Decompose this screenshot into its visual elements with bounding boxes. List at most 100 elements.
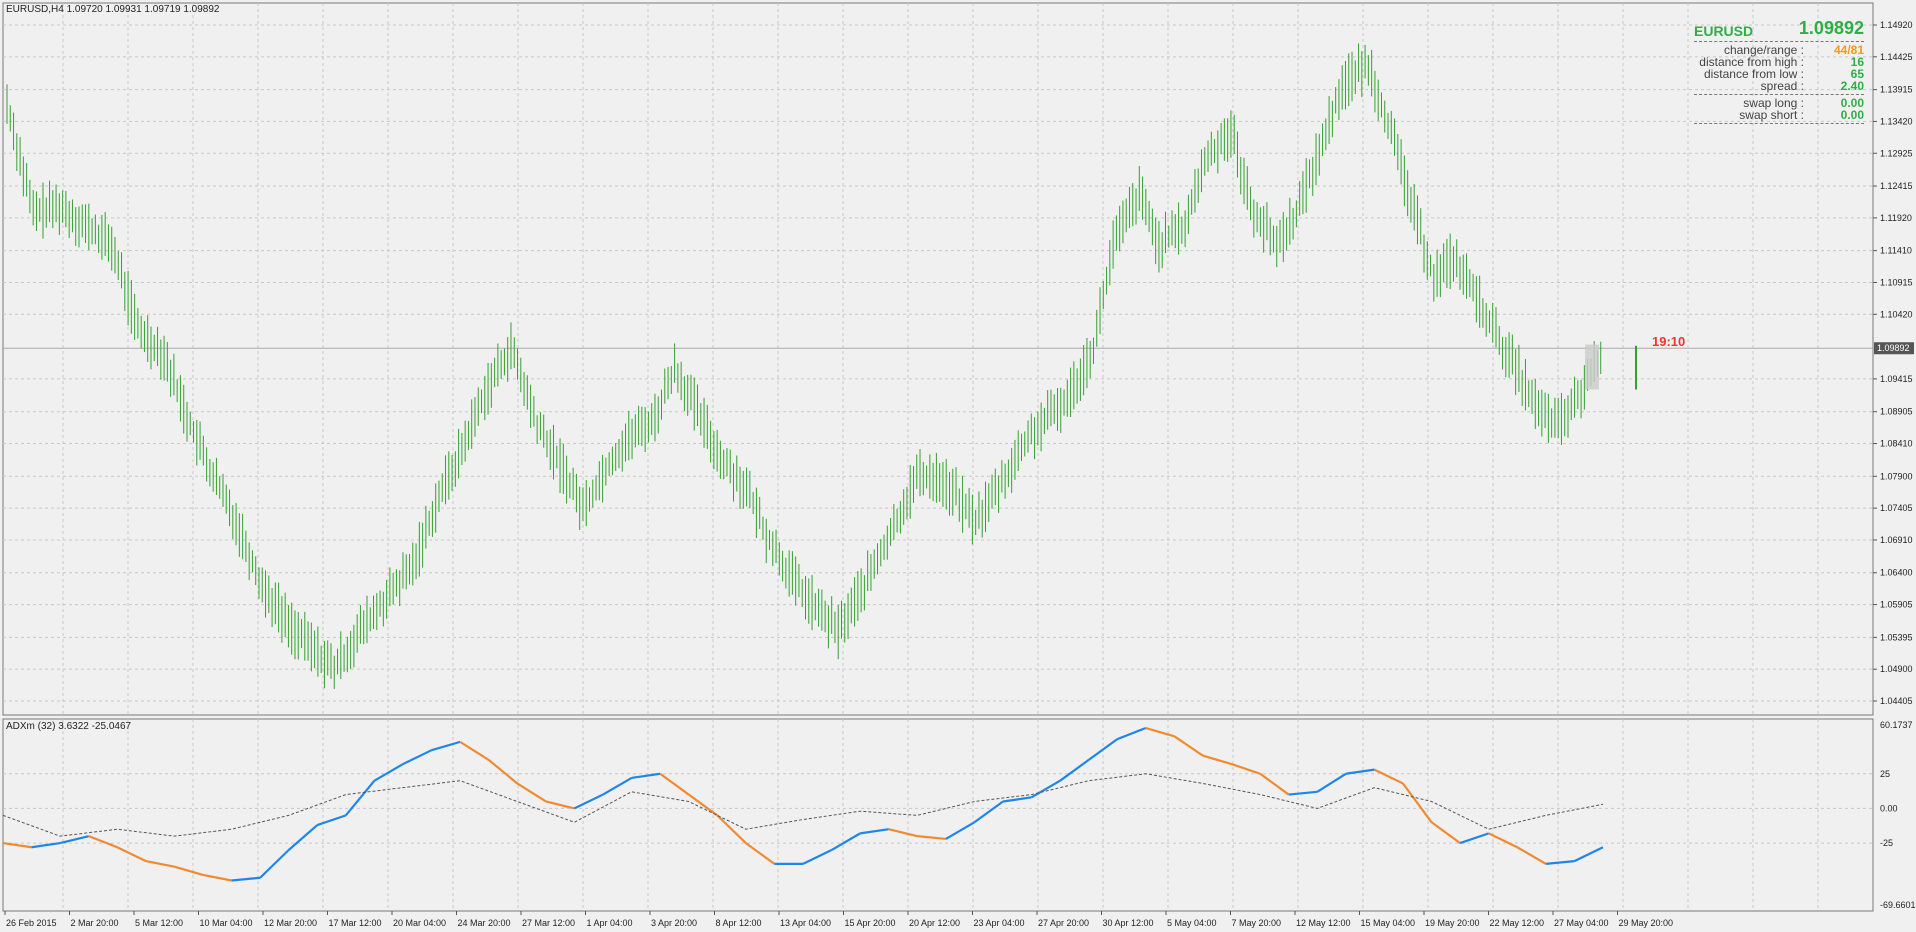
time-axis-label: 29 May 20:00: [1619, 918, 1674, 928]
adx-segment: [316, 814, 347, 827]
price-axis-label: 1.07405: [1880, 503, 1913, 513]
info-row-value: 2.40: [1840, 79, 1864, 93]
adx-segment: [202, 873, 232, 882]
info-row-value: 44/81: [1833, 43, 1864, 57]
adx-segment: [488, 759, 518, 785]
price-axis-label: 1.14425: [1880, 52, 1913, 62]
info-row-value: 16: [1850, 55, 1864, 69]
info-row-label: distance from high :: [1699, 55, 1804, 69]
adx-segment: [1059, 759, 1090, 782]
info-row: distance from high : 16: [1694, 56, 1864, 68]
adx-segment: [1345, 768, 1375, 775]
time-axis-label: 13 Apr 04:00: [780, 918, 831, 928]
info-panel: EURUSD 1.09892 change/range :44/81 distan…: [1694, 18, 1864, 126]
adx-segment: [345, 779, 376, 817]
info-rows: change/range : 44/81 distance from high : 1…: [1694, 44, 1864, 92]
time-axis-label: 15 May 04:00: [1361, 918, 1416, 928]
time-axis-label: 5 May 04:00: [1167, 918, 1217, 928]
adx-segment: [888, 828, 918, 838]
adx-segment: [1430, 821, 1461, 844]
info-row: distance from low : 65: [1694, 68, 1864, 80]
adx-segment: [1488, 832, 1518, 849]
adx-segment: [745, 842, 776, 865]
time-axis-label: 12 May 12:00: [1296, 918, 1351, 928]
adx-segment: [631, 772, 661, 780]
price-axis-label: 1.08905: [1880, 407, 1913, 417]
indicator-axis-label: -25: [1880, 838, 1893, 848]
current-price-label: 1.09892: [1877, 343, 1910, 353]
time-axis-label: 1 Apr 04:00: [587, 918, 633, 928]
time-axis-label: 23 Apr 04:00: [974, 918, 1025, 928]
info-row-label: spread :: [1760, 79, 1804, 93]
info-row-label: swap short :: [1739, 108, 1804, 122]
time-axis-label: 27 May 04:00: [1554, 918, 1609, 928]
adx-segment: [431, 740, 461, 752]
adx-segment: [174, 865, 204, 877]
adx-segment: [573, 793, 604, 810]
adx-dashed-line: [2, 773, 1604, 837]
info-row-label: distance from low :: [1703, 67, 1804, 81]
adx-segment: [1288, 790, 1318, 796]
adx-segment: [945, 821, 975, 840]
separator: [1694, 123, 1864, 124]
adx-segment: [1173, 735, 1204, 757]
separator: [1694, 94, 1864, 95]
time-axis-label: 12 Mar 20:00: [264, 918, 317, 928]
adx-segment: [1516, 846, 1547, 865]
adx-segment: [2, 841, 32, 849]
info-row: swap long : 0.00: [1694, 97, 1864, 109]
price-axis-label: 1.13915: [1880, 85, 1913, 95]
candle-timer: 19:10: [1652, 334, 1686, 349]
price-axis-label: 1.04900: [1880, 664, 1913, 674]
adx-segment: [373, 763, 404, 782]
price-axis-label: 1.04405: [1880, 696, 1913, 706]
adx-segment: [1259, 772, 1290, 796]
adx-segment: [1373, 768, 1404, 785]
info-row-label: change/range :: [1723, 43, 1804, 57]
adx-segment: [259, 849, 290, 879]
price-axis-label: 1.11920: [1880, 213, 1912, 223]
time-axis-label: 27 Mar 12:00: [522, 918, 575, 928]
adx-segment: [287, 824, 319, 851]
adx-segment: [545, 800, 575, 810]
adx-segment: [973, 800, 1004, 824]
adx-segment: [1116, 726, 1147, 741]
adx-segment: [1402, 782, 1433, 823]
price-axis-label: 1.05905: [1880, 600, 1913, 610]
adx-segment: [145, 860, 175, 868]
info-row-label: swap long :: [1743, 96, 1804, 110]
adx-segment: [716, 814, 747, 844]
adx-segment: [1088, 738, 1118, 761]
price-axis-label: 1.14920: [1880, 20, 1913, 30]
adx-segment: [1459, 832, 1490, 845]
info-price: 1.09892: [1798, 18, 1864, 38]
time-axis-label: 20 Mar 04:00: [393, 918, 446, 928]
current-price-box: [1874, 342, 1914, 355]
adx-segment: [31, 841, 61, 849]
adx-segment: [917, 835, 946, 841]
adx-segment: [1545, 860, 1575, 865]
price-axis-label: 1.08410: [1880, 439, 1913, 449]
adx-segment: [1002, 796, 1032, 803]
indicator-axis-label: -69.6601: [1880, 900, 1916, 910]
price-axis-label: 1.12415: [1880, 181, 1913, 191]
adx-segment: [459, 740, 490, 761]
time-axis-label: 17 Mar 12:00: [329, 918, 382, 928]
price-axis-label: 1.10915: [1880, 277, 1913, 287]
adx-segment: [1316, 772, 1347, 793]
indicator-axis-label: 60.1737: [1880, 720, 1913, 730]
adx-segment: [402, 749, 433, 766]
adx-segment: [659, 772, 690, 796]
time-axis-label: 22 May 12:00: [1490, 918, 1545, 928]
adx-segment: [116, 846, 147, 863]
price-axis-label: 1.11410: [1880, 246, 1912, 256]
adx-segment: [59, 835, 89, 845]
info-symbol: EURUSD: [1694, 23, 1754, 39]
adx-segment: [1202, 754, 1232, 766]
time-axis-label: 2 Mar 20:00: [71, 918, 119, 928]
adx-segment: [516, 782, 547, 803]
price-axis-label: 1.10420: [1880, 309, 1913, 319]
time-axis-label: 3 Apr 20:00: [651, 918, 697, 928]
indicator-axis-label: 0.00: [1880, 803, 1898, 813]
